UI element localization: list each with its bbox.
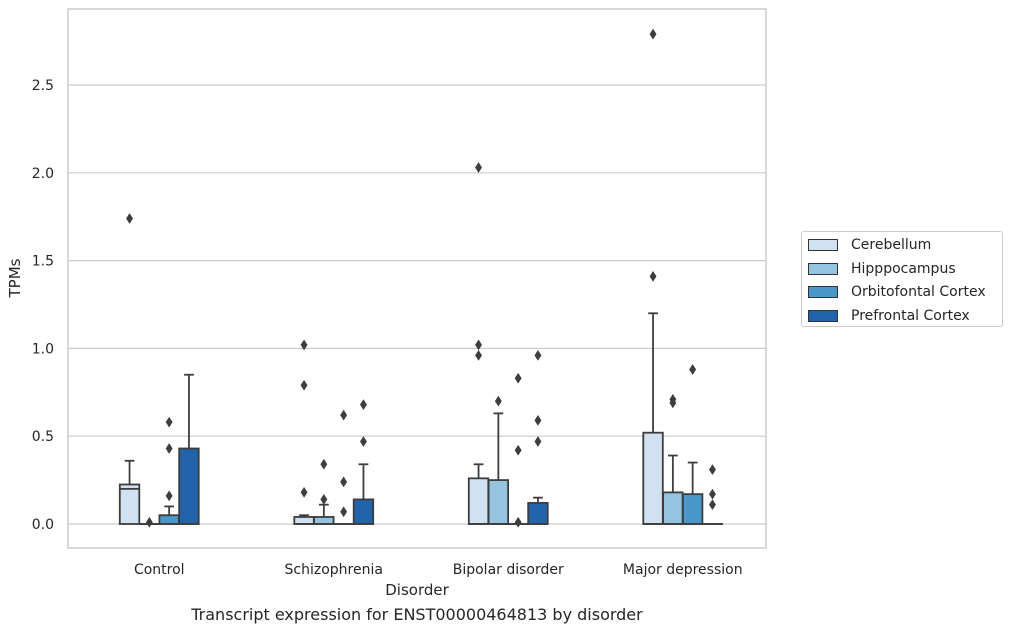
x-axis-label: Disorder — [385, 581, 449, 599]
x-tick-label: Control — [134, 562, 185, 578]
outlier-point — [165, 416, 173, 428]
box-body — [118, 483, 141, 525]
legend-item: Orbitofontal Cortex — [808, 282, 986, 302]
outlier-point — [360, 436, 367, 447]
outlier-point — [126, 213, 133, 224]
box-orbitofontal-cortex — [682, 364, 704, 525]
box-prefrontal-cortex — [701, 464, 724, 525]
box-hipppocampus — [662, 393, 684, 525]
box-cerebellum — [642, 28, 664, 525]
outlier-point — [360, 399, 367, 410]
outlier-point — [320, 494, 328, 505]
box-hipppocampus — [313, 458, 335, 525]
box-body — [487, 479, 510, 525]
outlier-point — [340, 476, 348, 488]
box-body — [662, 491, 684, 525]
y-tick-label: 1.0 — [32, 341, 54, 357]
box-prefrontal-cortex — [178, 373, 200, 525]
legend-label: Prefrontal Cortex — [851, 307, 970, 324]
legend-swatch — [808, 262, 838, 275]
y-tick-label: 0.5 — [32, 429, 54, 445]
legend: Cerebellum Hipppocampus Orbitofontal Corte… — [801, 231, 1003, 327]
box-body — [178, 447, 200, 525]
outlier-point — [669, 393, 677, 405]
outlier-point — [709, 464, 716, 475]
outlier-point — [165, 490, 173, 502]
outlier-point — [534, 350, 542, 361]
axis-ticks: 0.0 0.5 1.0 1.5 2.0 2.5 Control Schizophrenia Bi… — [32, 78, 743, 578]
outlier-point — [649, 271, 657, 282]
box-body — [158, 514, 180, 525]
outlier-point — [340, 409, 348, 421]
box-body — [467, 477, 490, 525]
outlier-point — [514, 444, 522, 456]
box-body — [527, 502, 549, 525]
y-tick-label: 2.5 — [32, 78, 54, 94]
outlier-point — [534, 436, 542, 447]
outlier-point — [649, 28, 657, 40]
y-tick-label: 1.5 — [32, 254, 54, 270]
outlier-point — [165, 443, 173, 454]
box-orbitofontal-cortex — [332, 409, 355, 525]
outlier-point — [475, 350, 482, 361]
box-orbitofontal-cortex — [158, 416, 180, 525]
outlier-point — [300, 379, 308, 391]
x-tick-label: Schizophrenia — [285, 562, 383, 578]
box-body — [313, 516, 335, 525]
box-cerebellum — [467, 162, 490, 525]
x-tick-label: Bipolar disorder — [453, 562, 564, 578]
outlier-point — [145, 516, 153, 528]
legend-swatch — [808, 239, 838, 251]
y-tick-label: 2.0 — [32, 166, 54, 182]
x-tick-label: Major depression — [623, 562, 743, 578]
legend-label: Hipppocampus — [851, 260, 956, 277]
outlier-point — [320, 458, 328, 470]
outlier-point — [514, 516, 522, 528]
outlier-point — [514, 372, 522, 384]
box-body — [293, 516, 315, 525]
box-plot-boxes — [118, 28, 724, 528]
outlier-point — [494, 395, 502, 407]
box-body — [682, 493, 704, 525]
box-prefrontal-cortex — [527, 350, 549, 525]
outlier-point — [475, 339, 482, 351]
box-orbitofontal-cortex — [507, 372, 529, 528]
outlier-point — [340, 506, 348, 518]
legend-swatch — [808, 286, 838, 298]
chart-caption: Transcript expression for ENST0000046481… — [191, 605, 643, 624]
box-cerebellum — [118, 213, 141, 525]
outlier-point — [300, 487, 308, 498]
box-hipppocampus — [138, 516, 161, 528]
outlier-point — [709, 488, 716, 500]
y-axis-label: TPMs — [6, 258, 24, 298]
legend-item: Hipppocampus — [808, 259, 956, 279]
plot-frame — [67, 8, 767, 549]
y-tick-label: 0.0 — [32, 517, 54, 533]
outlier-point — [689, 364, 697, 375]
legend-item: Prefrontal Cortex — [808, 306, 970, 326]
legend-label: Cerebellum — [851, 237, 932, 253]
box-cerebellum — [293, 339, 315, 525]
outlier-point — [300, 339, 308, 351]
box-body — [642, 431, 664, 525]
box-prefrontal-cortex — [352, 399, 375, 525]
outlier-point — [475, 162, 482, 173]
legend-swatch — [808, 309, 838, 322]
legend-item: Cerebellum — [808, 235, 931, 255]
outlier-point — [709, 499, 716, 511]
box-body — [352, 498, 375, 525]
outlier-point — [534, 415, 542, 426]
box-hipppocampus — [487, 395, 510, 525]
legend-label: Orbitofontal Cortex — [851, 284, 986, 300]
